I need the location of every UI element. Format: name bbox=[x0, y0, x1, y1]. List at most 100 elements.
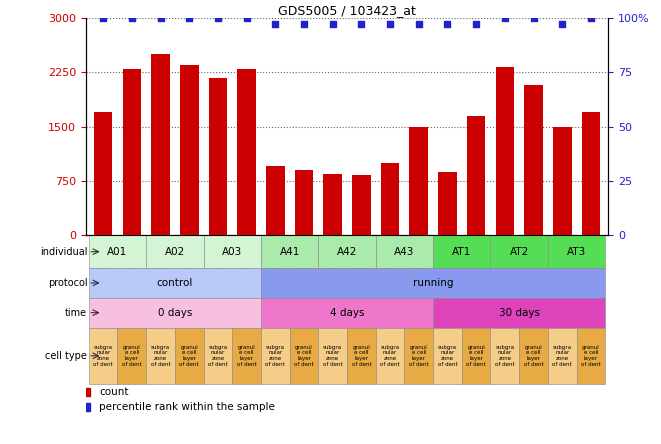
Bar bbox=[261, 268, 605, 298]
Bar bbox=[261, 298, 433, 328]
Bar bbox=[204, 328, 232, 384]
Point bbox=[586, 14, 596, 21]
Bar bbox=[261, 235, 319, 268]
Text: A01: A01 bbox=[107, 247, 128, 257]
Text: 4 days: 4 days bbox=[330, 308, 364, 317]
Bar bbox=[290, 328, 319, 384]
Title: GDS5005 / 103423_at: GDS5005 / 103423_at bbox=[278, 4, 416, 16]
Bar bbox=[467, 116, 485, 235]
Bar bbox=[582, 112, 600, 235]
Point bbox=[500, 14, 510, 21]
Bar bbox=[405, 328, 433, 384]
Bar bbox=[524, 85, 543, 235]
Text: running: running bbox=[413, 278, 453, 288]
Text: subgra
nular
zone
of dent: subgra nular zone of dent bbox=[553, 345, 572, 367]
Text: A42: A42 bbox=[337, 247, 357, 257]
Point bbox=[155, 14, 166, 21]
Bar bbox=[490, 235, 548, 268]
Bar bbox=[89, 268, 261, 298]
Text: protocol: protocol bbox=[48, 278, 87, 288]
Bar bbox=[433, 235, 490, 268]
Text: granul
e cell
layer
of dent: granul e cell layer of dent bbox=[237, 345, 256, 367]
Bar bbox=[433, 328, 462, 384]
Point bbox=[471, 21, 481, 28]
Bar bbox=[319, 235, 375, 268]
Point bbox=[270, 21, 280, 28]
Text: subgra
nular
zone
of dent: subgra nular zone of dent bbox=[93, 345, 113, 367]
Text: granul
e cell
layer
of dent: granul e cell layer of dent bbox=[294, 345, 314, 367]
Bar bbox=[375, 235, 433, 268]
Bar bbox=[553, 127, 572, 235]
Bar bbox=[576, 328, 605, 384]
Text: A03: A03 bbox=[222, 247, 243, 257]
Bar bbox=[89, 328, 118, 384]
Text: A43: A43 bbox=[394, 247, 414, 257]
Point bbox=[213, 14, 223, 21]
Bar bbox=[89, 235, 146, 268]
Text: count: count bbox=[99, 387, 128, 397]
Point bbox=[98, 14, 108, 21]
Text: subgra
nular
zone
of dent: subgra nular zone of dent bbox=[380, 345, 400, 367]
Bar bbox=[94, 112, 112, 235]
Bar bbox=[209, 78, 227, 235]
Bar bbox=[347, 328, 375, 384]
Point bbox=[528, 14, 539, 21]
Text: granul
e cell
layer
of dent: granul e cell layer of dent bbox=[122, 345, 141, 367]
Bar bbox=[433, 298, 605, 328]
Text: subgra
nular
zone
of dent: subgra nular zone of dent bbox=[495, 345, 515, 367]
Text: subgra
nular
zone
of dent: subgra nular zone of dent bbox=[266, 345, 285, 367]
Point bbox=[557, 21, 568, 28]
Bar bbox=[438, 172, 457, 235]
Text: 0 days: 0 days bbox=[158, 308, 192, 317]
Point bbox=[126, 14, 137, 21]
Text: granul
e cell
layer
of dent: granul e cell layer of dent bbox=[409, 345, 428, 367]
Text: A02: A02 bbox=[165, 247, 185, 257]
Bar bbox=[266, 166, 285, 235]
Point bbox=[356, 21, 367, 28]
Bar bbox=[118, 328, 146, 384]
Text: A41: A41 bbox=[280, 247, 300, 257]
Bar bbox=[89, 298, 261, 328]
Point bbox=[385, 21, 395, 28]
Bar bbox=[204, 235, 261, 268]
Bar bbox=[375, 328, 405, 384]
Bar bbox=[548, 235, 605, 268]
Text: subgra
nular
zone
of dent: subgra nular zone of dent bbox=[438, 345, 457, 367]
Text: granul
e cell
layer
of dent: granul e cell layer of dent bbox=[352, 345, 371, 367]
Bar bbox=[462, 328, 490, 384]
Text: percentile rank within the sample: percentile rank within the sample bbox=[99, 402, 275, 412]
Text: subgra
nular
zone
of dent: subgra nular zone of dent bbox=[151, 345, 171, 367]
Bar bbox=[519, 328, 548, 384]
Bar bbox=[352, 175, 371, 235]
Bar bbox=[548, 328, 576, 384]
Bar bbox=[122, 68, 141, 235]
Text: AT3: AT3 bbox=[567, 247, 586, 257]
Point bbox=[184, 14, 194, 21]
Bar bbox=[232, 328, 261, 384]
Text: subgra
nular
zone
of dent: subgra nular zone of dent bbox=[323, 345, 342, 367]
Bar bbox=[175, 328, 204, 384]
Text: AT2: AT2 bbox=[510, 247, 529, 257]
Bar bbox=[237, 68, 256, 235]
Bar bbox=[151, 54, 170, 235]
Text: control: control bbox=[157, 278, 193, 288]
Text: granul
e cell
layer
of dent: granul e cell layer of dent bbox=[466, 345, 486, 367]
Text: individual: individual bbox=[40, 247, 87, 257]
Bar bbox=[146, 235, 204, 268]
Bar bbox=[496, 67, 514, 235]
Point bbox=[327, 21, 338, 28]
Bar bbox=[490, 328, 519, 384]
Bar bbox=[180, 65, 198, 235]
Text: granul
e cell
layer
of dent: granul e cell layer of dent bbox=[581, 345, 601, 367]
Point bbox=[241, 14, 252, 21]
Bar bbox=[323, 174, 342, 235]
Bar bbox=[409, 127, 428, 235]
Bar bbox=[381, 163, 399, 235]
Point bbox=[299, 21, 309, 28]
Point bbox=[442, 21, 453, 28]
Point bbox=[414, 21, 424, 28]
Text: granul
e cell
layer
of dent: granul e cell layer of dent bbox=[524, 345, 543, 367]
Text: granul
e cell
layer
of dent: granul e cell layer of dent bbox=[179, 345, 199, 367]
Text: time: time bbox=[65, 308, 87, 317]
Bar bbox=[319, 328, 347, 384]
